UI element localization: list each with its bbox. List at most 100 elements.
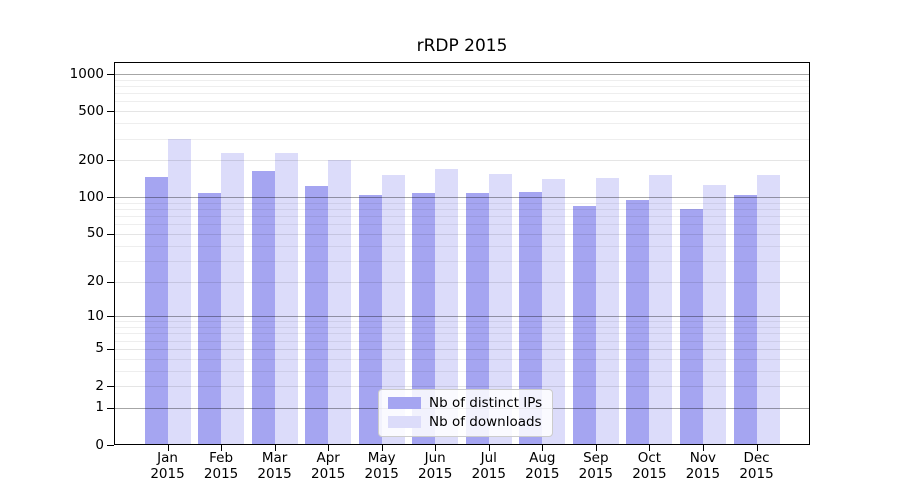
bar-distinct-ips-sep — [572, 205, 596, 445]
x-tick — [167, 445, 169, 451]
gridline-minor — [114, 358, 810, 360]
bar-distinct-ips-jul — [465, 193, 489, 445]
y-tick-label: 2 — [95, 377, 104, 394]
legend-item-downloads: Nb of downloads — [388, 414, 542, 430]
legend: Nb of distinct IPs Nb of downloads — [378, 389, 554, 437]
y-tick — [107, 233, 114, 235]
legend-swatch-downloads — [388, 416, 421, 428]
gridline-minor — [114, 340, 810, 342]
x-tick — [488, 445, 490, 451]
bar-downloads-nov — [702, 185, 726, 445]
x-tick-label: Mar 2015 — [257, 450, 292, 482]
y-tick — [107, 74, 114, 75]
gridline-decade — [114, 197, 810, 199]
x-tick — [595, 445, 597, 451]
bar-downloads-may — [381, 174, 405, 445]
x-tick — [328, 445, 330, 451]
x-tick-label: Feb 2015 — [203, 450, 239, 482]
bar-distinct-ips-may — [358, 194, 382, 445]
x-tick-label: Nov 2015 — [685, 450, 721, 482]
y-tick-label: 1000 — [69, 65, 104, 82]
gridline-minor — [114, 79, 810, 81]
x-tick — [381, 445, 383, 451]
gridline-minor — [114, 333, 810, 335]
x-tick-label: Apr 2015 — [311, 450, 346, 482]
y-tick-label: 10 — [86, 307, 104, 324]
gridline-minor — [114, 123, 810, 125]
y-tick — [107, 348, 114, 350]
gridline-major — [114, 281, 810, 283]
bar-distinct-ips-jun — [412, 192, 436, 445]
bar-downloads-jul — [488, 173, 512, 445]
x-tick — [702, 445, 704, 451]
x-tick-label: Dec 2015 — [739, 450, 774, 482]
bar-downloads-aug — [542, 179, 566, 445]
x-tick-label: Oct 2015 — [632, 450, 667, 482]
x-tick — [756, 445, 758, 451]
y-tick-label: 20 — [86, 273, 104, 289]
x-tick-label: Sep 2015 — [578, 450, 613, 482]
x-tick-label: Jun 2015 — [418, 450, 453, 482]
bar-distinct-ips-dec — [733, 194, 757, 445]
gridline-minor — [114, 101, 810, 103]
y-tick — [107, 111, 114, 113]
legend-label-distinct-ips: Nb of distinct IPs — [429, 395, 543, 411]
bar-distinct-ips-oct — [626, 199, 650, 445]
chart-title: rRDP 2015 — [416, 36, 508, 56]
bar-downloads-dec — [756, 174, 780, 445]
bar-downloads-oct — [649, 174, 673, 445]
x-tick-label: Jul 2015 — [471, 450, 506, 482]
gridline-major — [114, 111, 810, 113]
legend-item-distinct-ips: Nb of distinct IPs — [388, 395, 542, 411]
gridline-minor — [114, 209, 810, 210]
x-tick — [221, 445, 223, 451]
x-tick — [542, 445, 544, 451]
bar-downloads-sep — [595, 177, 619, 445]
bar-downloads-apr — [328, 159, 352, 445]
bar-distinct-ips-feb — [198, 192, 222, 445]
gridline-minor — [114, 260, 810, 262]
bar-downloads-jan — [167, 139, 191, 445]
bar-downloads-feb — [221, 152, 245, 445]
bar-distinct-ips-jan — [144, 177, 168, 445]
y-tick-label: 1 — [95, 399, 104, 416]
gridline-minor — [114, 321, 810, 323]
bar-downloads-jun — [435, 168, 459, 445]
y-tick — [107, 281, 114, 283]
bar-distinct-ips-nov — [679, 209, 703, 445]
gridline-minor — [114, 327, 810, 328]
gridline-decade — [114, 74, 810, 75]
bar-downloads-mar — [274, 152, 298, 445]
x-tick-label: Jan 2015 — [150, 450, 185, 482]
gridline-minor — [114, 370, 810, 372]
x-tick — [435, 445, 437, 451]
legend-label-downloads: Nb of downloads — [429, 414, 542, 430]
gridline-minor — [114, 138, 810, 140]
bar-distinct-ips-mar — [251, 170, 275, 445]
y-tick-label: 50 — [86, 225, 104, 242]
y-tick — [107, 386, 114, 387]
y-tick — [107, 197, 114, 199]
y-tick-label: 500 — [78, 102, 104, 119]
gridline-minor — [114, 245, 810, 247]
gridline-major — [114, 348, 810, 350]
y-tick-label: 5 — [95, 340, 104, 357]
gridline-minor — [114, 93, 810, 95]
y-tick-label: 200 — [78, 151, 104, 168]
bar-distinct-ips-apr — [305, 186, 329, 445]
y-tick-label: 100 — [78, 188, 104, 205]
gridline-decade — [114, 316, 810, 318]
x-tick — [649, 445, 651, 451]
x-tick-label: May 2015 — [364, 450, 399, 482]
y-tick-label: 0 — [95, 436, 104, 453]
y-tick — [107, 160, 114, 162]
x-tick-label: Aug 2015 — [525, 450, 560, 482]
y-tick — [107, 445, 114, 446]
gridline-minor — [114, 86, 810, 87]
gridline-minor — [114, 202, 810, 204]
gridline-minor — [114, 224, 810, 226]
x-tick — [274, 445, 276, 451]
y-tick — [107, 316, 114, 318]
gridline-major — [114, 386, 810, 387]
